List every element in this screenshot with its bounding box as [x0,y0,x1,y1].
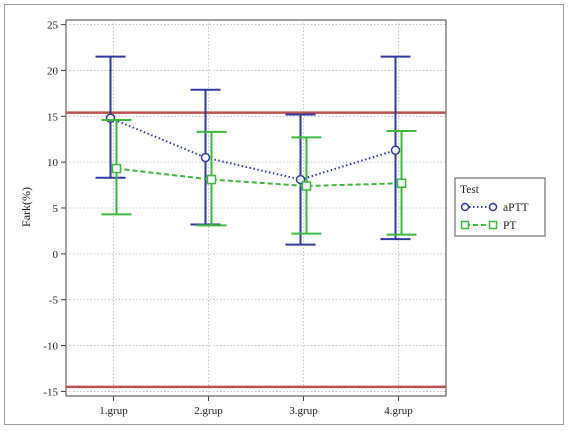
y-axis: -15 -10 -5 0 5 10 15 20 25 [43,20,66,398]
data-point [206,174,217,185]
x-tick-label: 4.grup [384,405,413,417]
legend-marker [460,220,470,230]
data-point [200,152,211,163]
series-layer [95,55,417,246]
data-point [301,181,312,191]
y-tick-label: 10 [47,157,59,169]
legend-marker [488,202,498,212]
series-pt [101,118,417,236]
legend-label: PT [503,220,516,232]
x-tick-label: 2.grup [194,405,223,417]
legend-marker [460,202,470,212]
legend-item-pt: PT [460,220,516,232]
legend-title: Test [460,184,480,196]
reference-lines [66,111,446,389]
y-tick-label: 25 [47,20,59,32]
legend-label: aPTT [503,202,529,214]
y-axis-label: Fark(%) [19,187,33,227]
y-tick-label: 20 [47,65,59,77]
x-axis: 1.grup 2.grup 3.grup 4.grup [99,396,413,417]
grid [66,20,446,396]
y-tick-label: -10 [43,341,58,353]
legend: Test aPTT PT [454,177,546,237]
legend-item-aptt: aPTT [460,202,529,214]
series-line [116,167,402,187]
x-tick-label: 3.grup [289,405,318,417]
y-tick-label: -15 [43,386,58,398]
y-tick-label: 15 [47,111,59,123]
y-tick-label: -5 [49,295,59,307]
data-point [111,163,122,174]
legend-marker [488,220,498,230]
data-point [396,178,407,188]
series-line [110,117,396,181]
data-point [390,145,401,155]
y-tick-label: 0 [53,249,59,261]
x-tick-label: 1.grup [99,405,128,417]
series-aptt [95,55,411,246]
y-tick-label: 5 [53,203,59,215]
